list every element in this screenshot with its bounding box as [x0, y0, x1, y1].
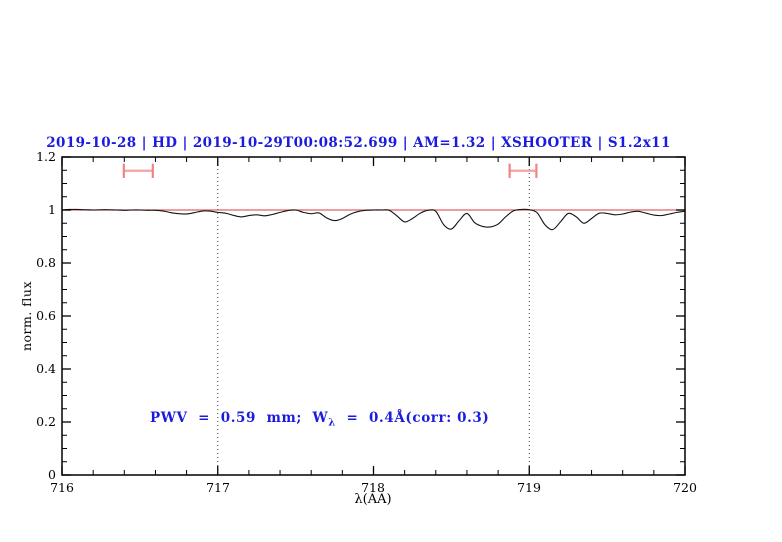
y-tick-label-02: 0.2: [36, 414, 56, 429]
x-tick-label-720: 720: [673, 480, 697, 495]
x-axis-label: λ(AA): [354, 492, 392, 507]
x-tick-label-719: 719: [517, 480, 541, 495]
plot-title: 2019-10-28 | HD | 2019-10-29T00:08:52.69…: [46, 135, 671, 151]
y-tick-label-08: 0.8: [36, 255, 56, 270]
y-tick-label-12: 1.2: [36, 149, 56, 164]
y-tick-label-1: 1: [48, 202, 56, 217]
pwv-annotation-part1: PWV = 0.59 mm; W: [150, 410, 329, 426]
spectrum-curve: [61, 208, 686, 231]
pwv-annotation-part2: = 0.4Å(corr: 0.3): [335, 410, 490, 426]
x-tick-label-717: 717: [206, 480, 230, 495]
x-tick-label-716: 716: [50, 480, 74, 495]
pwv-annotation: PWV = 0.59 mm; Wλ = 0.4Å(corr: 0.3): [150, 410, 489, 429]
x-tick-label-718: 718: [361, 480, 385, 495]
y-tick-label-0: 0: [48, 467, 56, 482]
pwv-annotation-sub-lambda: λ: [328, 417, 336, 429]
y-tick-label-04: 0.4: [36, 361, 56, 376]
y-tick-label-06: 0.6: [36, 308, 56, 323]
